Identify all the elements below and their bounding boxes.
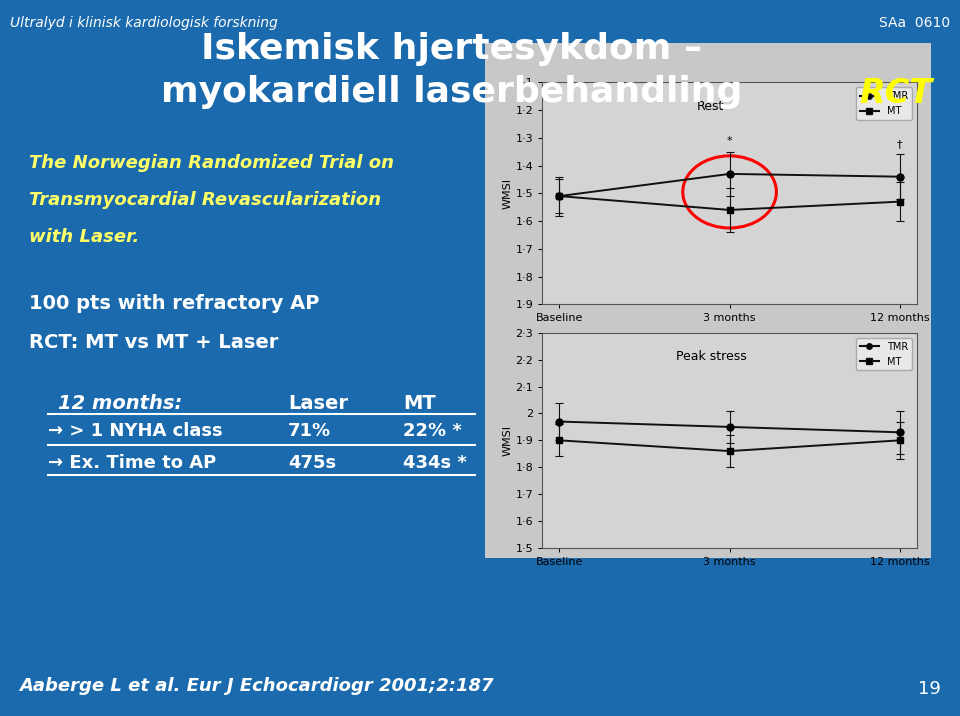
Text: Transmyocardial Revascularization: Transmyocardial Revascularization (29, 191, 381, 209)
Text: 19: 19 (918, 680, 941, 698)
Text: 434s *: 434s * (403, 454, 468, 472)
Text: MT: MT (403, 394, 436, 413)
Text: with Laser.: with Laser. (29, 228, 139, 246)
Text: Ultralyd i klinisk kardiologisk forskning: Ultralyd i klinisk kardiologisk forsknin… (10, 16, 277, 30)
Text: 475s: 475s (288, 454, 336, 472)
Text: Laser: Laser (288, 394, 348, 413)
Text: †: † (897, 139, 902, 149)
Text: 22% *: 22% * (403, 422, 462, 440)
Legend: TMR, MT: TMR, MT (855, 338, 912, 370)
Text: → > 1 NYHA class: → > 1 NYHA class (48, 422, 223, 440)
Text: myokardiell laserbehandling: myokardiell laserbehandling (160, 75, 742, 109)
Text: → Ex. Time to AP: → Ex. Time to AP (48, 454, 216, 472)
Text: RCT: RCT (859, 77, 932, 110)
Text: The Norwegian Randomized Trial on: The Norwegian Randomized Trial on (29, 154, 394, 172)
Legend: TMR, MT: TMR, MT (855, 87, 912, 120)
Text: *: * (727, 136, 732, 146)
Text: Iskemisk hjertesykdom –: Iskemisk hjertesykdom – (201, 32, 702, 66)
Text: 100 pts with refractory AP: 100 pts with refractory AP (29, 294, 319, 313)
Y-axis label: WMSI: WMSI (503, 178, 513, 209)
Text: RCT: MT vs MT + Laser: RCT: MT vs MT + Laser (29, 333, 278, 352)
Text: Peak stress: Peak stress (676, 350, 746, 363)
Text: SAa  0610: SAa 0610 (879, 16, 950, 30)
Y-axis label: WMSI: WMSI (503, 425, 513, 456)
Text: 71%: 71% (288, 422, 331, 440)
Text: 12 months:: 12 months: (58, 394, 181, 413)
Text: Aaberge L et al. Eur J Echocardiogr 2001;2:187: Aaberge L et al. Eur J Echocardiogr 2001… (19, 677, 493, 695)
Text: Rest: Rest (697, 100, 725, 113)
